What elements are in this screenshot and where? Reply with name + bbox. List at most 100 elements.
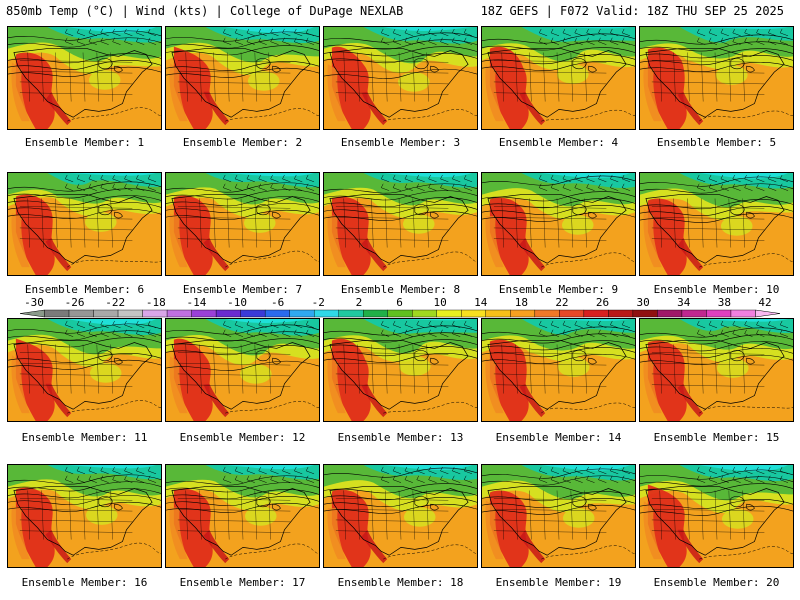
run-valid-time: 18Z GEFS | F072 Valid: 18Z THU SEP 25 20… bbox=[480, 4, 784, 18]
ensemble-map-4 bbox=[481, 26, 636, 130]
colorbar-swatch bbox=[93, 309, 119, 318]
temperature-map bbox=[640, 319, 793, 421]
colorbar-swatch bbox=[706, 309, 732, 318]
temperature-map bbox=[482, 465, 635, 567]
ensemble-map-7 bbox=[165, 172, 320, 276]
colorbar-swatch bbox=[608, 309, 634, 318]
colorbar-swatch bbox=[485, 309, 511, 318]
colorbar-swatch bbox=[363, 309, 388, 318]
colorbar-swatch bbox=[313, 309, 339, 318]
colorbar-tick-label: -26 bbox=[65, 296, 85, 309]
colorbar-tick-label: 30 bbox=[637, 296, 650, 309]
ensemble-map-13 bbox=[323, 318, 478, 422]
colorbar-swatch bbox=[142, 309, 168, 318]
member-caption-12: Ensemble Member: 12 bbox=[179, 431, 306, 444]
member-caption-18: Ensemble Member: 18 bbox=[337, 576, 464, 589]
member-caption-2: Ensemble Member: 2 bbox=[182, 136, 303, 149]
ensemble-map-14 bbox=[481, 318, 636, 422]
colorbar-swatch bbox=[387, 309, 413, 318]
ensemble-map-18 bbox=[323, 464, 478, 568]
temperature-map bbox=[482, 173, 635, 275]
temperature-colorbar: -30 -26 -22 -18 -14 -10 -6 -2 2 6 10 14 18 22 26 30 34 38… bbox=[19, 296, 781, 318]
ensemble-map-10 bbox=[639, 172, 794, 276]
ensemble-map-5 bbox=[639, 26, 794, 130]
member-caption-9: Ensemble Member: 9 bbox=[498, 283, 619, 296]
chart-title: 850mb Temp (°C) | Wind (kts) | College o… bbox=[6, 4, 404, 18]
colorbar-tick-label: 34 bbox=[677, 296, 691, 309]
colorbar-tick-label: -22 bbox=[105, 296, 125, 309]
colorbar-tick-label: 22 bbox=[555, 296, 568, 309]
temperature-map bbox=[324, 465, 477, 567]
temperature-map bbox=[8, 319, 161, 421]
colorbar-swatch bbox=[166, 309, 192, 318]
colorbar-swatch bbox=[68, 309, 94, 318]
temperature-map bbox=[640, 27, 793, 129]
member-caption-11: Ensemble Member: 11 bbox=[21, 431, 148, 444]
ensemble-map-8 bbox=[323, 172, 478, 276]
colorbar-swatch bbox=[681, 309, 707, 318]
colorbar-tick-label: 2 bbox=[356, 296, 363, 309]
temperature-map bbox=[166, 465, 319, 567]
colorbar-tick-label: -30 bbox=[24, 296, 44, 309]
temperature-map bbox=[166, 319, 319, 421]
member-caption-5: Ensemble Member: 5 bbox=[656, 136, 777, 149]
temperature-map bbox=[324, 319, 477, 421]
ensemble-map-6 bbox=[7, 172, 162, 276]
temperature-map bbox=[640, 465, 793, 567]
colorbar-tick-label: 26 bbox=[596, 296, 609, 309]
colorbar-swatch bbox=[215, 309, 241, 318]
member-caption-19: Ensemble Member: 19 bbox=[495, 576, 622, 589]
colorbar-swatch bbox=[289, 309, 315, 318]
colorbar-arrow-left bbox=[19, 309, 45, 318]
colorbar-tick-label: 42 bbox=[758, 296, 771, 309]
colorbar-tick-label: 38 bbox=[718, 296, 731, 309]
temperature-map bbox=[482, 319, 635, 421]
colorbar-swatch bbox=[657, 309, 683, 318]
colorbar-tick-label: 18 bbox=[515, 296, 528, 309]
ensemble-map-12 bbox=[165, 318, 320, 422]
colorbar-tick-label: -18 bbox=[146, 296, 166, 309]
colorbar-tick-label: 6 bbox=[396, 296, 403, 309]
ensemble-map-9 bbox=[481, 172, 636, 276]
member-caption-16: Ensemble Member: 16 bbox=[21, 576, 148, 589]
colorbar-swatch bbox=[559, 309, 585, 318]
temperature-map bbox=[324, 173, 477, 275]
colorbar-tick-label: -6 bbox=[271, 296, 284, 309]
temperature-map bbox=[8, 173, 161, 275]
temperature-map bbox=[8, 465, 161, 567]
member-caption-4: Ensemble Member: 4 bbox=[498, 136, 619, 149]
ensemble-map-19 bbox=[481, 464, 636, 568]
colorbar-swatch bbox=[240, 309, 266, 318]
member-caption-1: Ensemble Member: 1 bbox=[24, 136, 145, 149]
ensemble-map-2 bbox=[165, 26, 320, 130]
colorbar-arrow-right bbox=[755, 309, 781, 318]
temperature-map bbox=[8, 27, 161, 129]
colorbar-swatch bbox=[534, 309, 560, 318]
temperature-map bbox=[640, 173, 793, 275]
colorbar-swatch bbox=[264, 309, 290, 318]
colorbar-swatch bbox=[510, 309, 536, 318]
colorbar-tick-label: -10 bbox=[227, 296, 247, 309]
ensemble-map-15 bbox=[639, 318, 794, 422]
colorbar-swatch bbox=[191, 309, 217, 318]
temperature-map bbox=[166, 27, 319, 129]
member-caption-3: Ensemble Member: 3 bbox=[340, 136, 461, 149]
temperature-map bbox=[166, 173, 319, 275]
colorbar-swatch bbox=[44, 309, 70, 318]
temperature-map bbox=[482, 27, 635, 129]
member-caption-8: Ensemble Member: 8 bbox=[340, 283, 461, 296]
ensemble-map-11 bbox=[7, 318, 162, 422]
member-caption-20: Ensemble Member: 20 bbox=[653, 576, 780, 589]
ensemble-map-20 bbox=[639, 464, 794, 568]
colorbar-tick-label: -2 bbox=[312, 296, 325, 309]
ensemble-map-16 bbox=[7, 464, 162, 568]
member-caption-7: Ensemble Member: 7 bbox=[182, 283, 303, 296]
ensemble-map-17 bbox=[165, 464, 320, 568]
colorbar-swatch bbox=[412, 309, 437, 318]
colorbar-tick-label: -14 bbox=[187, 296, 207, 309]
colorbar-tick-label: 14 bbox=[474, 296, 488, 309]
colorbar-swatch bbox=[730, 309, 756, 318]
ensemble-map-3 bbox=[323, 26, 478, 130]
member-caption-17: Ensemble Member: 17 bbox=[179, 576, 306, 589]
colorbar-swatch bbox=[461, 309, 487, 318]
